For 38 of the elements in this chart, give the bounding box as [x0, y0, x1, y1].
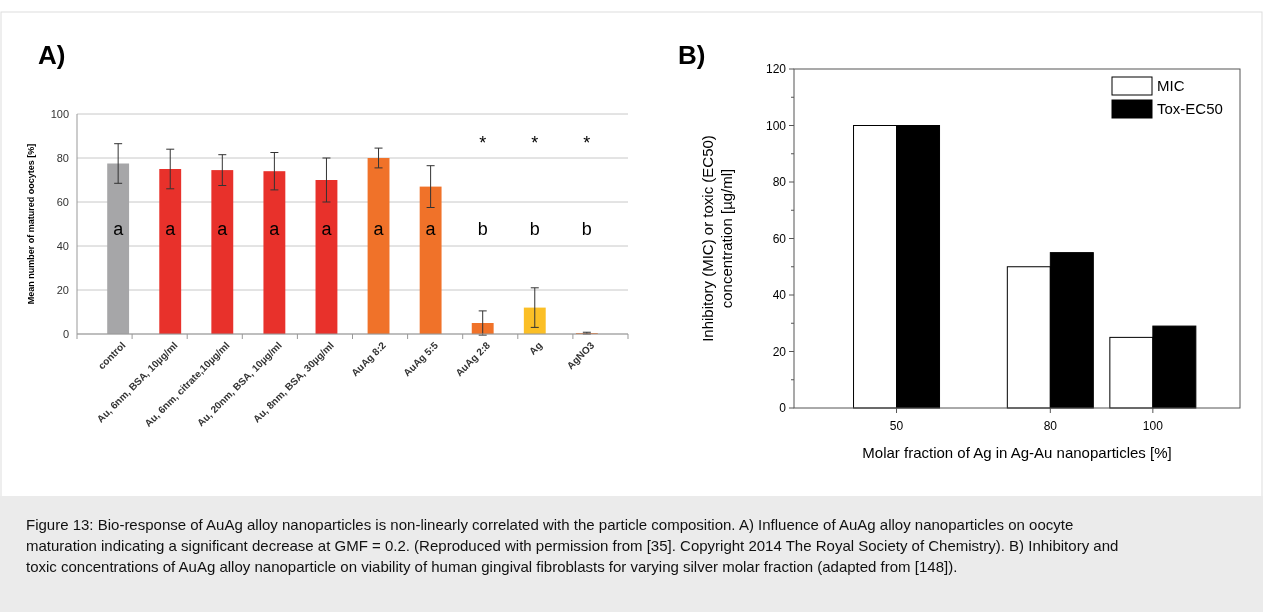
annotation: * [531, 132, 539, 153]
annotation: a [113, 218, 125, 239]
y-axis-title: Inhibitory (MIC) or toxic (EC50) concentration [µg/ml] [699, 135, 735, 342]
annotation: a [269, 218, 281, 239]
annotation: b [477, 218, 488, 239]
y-tick-label: 80 [772, 175, 787, 190]
chart-title: A) [38, 40, 66, 70]
annotation: * [583, 132, 591, 153]
y-tick-label: 20 [772, 344, 787, 359]
annotation: a [217, 218, 229, 239]
y-tick-label: 0 [62, 327, 69, 340]
annotation: b [529, 218, 540, 239]
y-tick-label: 40 [56, 239, 69, 252]
y-tick-label: 60 [772, 231, 787, 246]
x-axis-title: Molar fraction of Ag in Ag-Au nanoparticles [%] [862, 444, 1172, 461]
annotation: a [425, 218, 437, 239]
chart-title: B) [678, 40, 706, 70]
y-tick-label: 60 [56, 195, 69, 208]
x-tick-label: 80 [1043, 419, 1058, 433]
y-tick-label: 20 [56, 283, 69, 296]
annotation: b [581, 218, 592, 239]
y-axis-title: Mean number of matured oocytes [%] [26, 143, 36, 305]
y-tick-label: 100 [50, 107, 69, 120]
annotation: * [479, 132, 487, 153]
y-tick-label: 0 [779, 401, 787, 416]
caption: Figure 13: Bio-response of AuAg alloy nanoparticles is non-linearly correlated with the particle composition. A) Influence of AuAg alloy nanoparticles on oocyte maturation indicating a significant decrease at GMF = 0.2. (Reproduced with permission from [35]. Copyright 2014 The Royal Society of Chemistry). B) Inhibitory and toxic concentrations of AuAg alloy nanoparticle on viability of human gingival fibroblasts for varying silver molar fraction (adapted from [148]). [26, 516, 1119, 575]
x-tick-label: 100 [1142, 419, 1164, 433]
annotation: a [373, 218, 385, 239]
x-tick-label: 50 [889, 419, 904, 433]
annotation: a [165, 218, 177, 239]
y-tick-label: 80 [56, 151, 69, 164]
legend-label: MIC [1157, 77, 1185, 95]
x-tick-label: Ag [526, 339, 545, 357]
y-tick-label: 120 [765, 62, 787, 77]
y-tick-label: 100 [765, 118, 787, 133]
annotation: a [321, 218, 333, 239]
legend-label: Tox-EC50 [1157, 100, 1223, 118]
y-tick-label: 40 [772, 288, 787, 303]
